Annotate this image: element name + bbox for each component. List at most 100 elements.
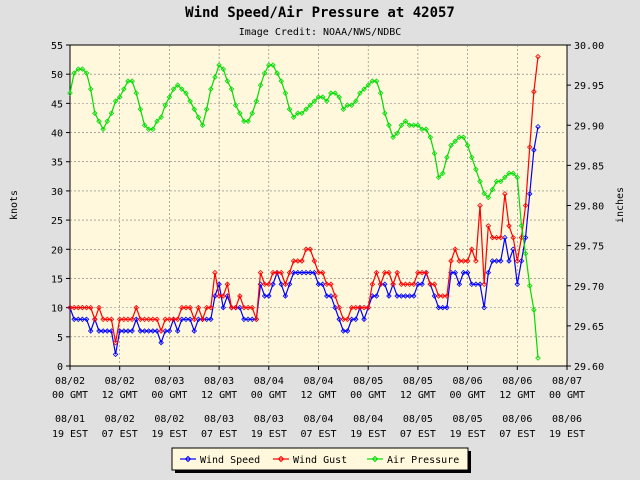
wind-gust-point bbox=[145, 316, 152, 323]
x-tick-gmt-date: 08/06 bbox=[502, 376, 532, 387]
wind-speed-point bbox=[439, 304, 446, 311]
legend-item-wind-speed: Wind Speed bbox=[180, 455, 260, 466]
air-pressure-point bbox=[448, 142, 454, 149]
wind-speed-point bbox=[266, 293, 272, 299]
wind-gust-point bbox=[100, 316, 106, 323]
wind-speed-point bbox=[166, 328, 173, 334]
air-pressure-point bbox=[415, 122, 421, 129]
wind-speed-point bbox=[485, 269, 492, 276]
wind-speed-point bbox=[303, 269, 309, 276]
wind-speed-point bbox=[125, 328, 131, 334]
air-pressure-point bbox=[390, 134, 396, 141]
x-tick-gmt-time: 12 GMT bbox=[201, 390, 237, 401]
wind-gust-point bbox=[435, 293, 442, 299]
air-pressure-point bbox=[191, 106, 198, 112]
air-pressure-point bbox=[382, 110, 388, 116]
air-pressure-point bbox=[150, 126, 156, 133]
wind-gust-point bbox=[87, 304, 94, 311]
wind-gust-point bbox=[481, 281, 487, 288]
x-tick-local-date: 08/03 bbox=[204, 414, 234, 425]
wind-gust-point bbox=[232, 304, 239, 311]
legend-label-wind-speed: Wind Speed bbox=[200, 455, 260, 466]
air-pressure-point bbox=[187, 98, 193, 104]
wind-gust-point bbox=[162, 316, 169, 323]
wind-speed-point bbox=[373, 293, 380, 299]
air-pressure-point bbox=[456, 134, 463, 141]
wind-gust-point bbox=[212, 269, 218, 276]
x-tick-gmt-date: 08/06 bbox=[453, 376, 483, 387]
wind-speed-point bbox=[112, 351, 119, 358]
wind-gust-point bbox=[270, 269, 276, 276]
wind-speed-point bbox=[531, 147, 537, 153]
x-tick-local-time: 07 EST bbox=[300, 429, 336, 440]
left-tick-label: 20 bbox=[51, 245, 63, 256]
air-pressure-point bbox=[464, 142, 471, 149]
wind-speed-point bbox=[100, 328, 106, 334]
air-pressure-point bbox=[332, 90, 338, 96]
wind-gust-point bbox=[456, 258, 463, 264]
wind-gust-point bbox=[535, 53, 541, 60]
wind-speed-point bbox=[452, 269, 458, 276]
wind-gust-point bbox=[510, 234, 516, 241]
wind-speed-point bbox=[145, 328, 152, 334]
wind-gust-point bbox=[108, 316, 115, 323]
legend-marker-wind-gust bbox=[277, 455, 285, 463]
x-tick-local-time: 19 EST bbox=[151, 429, 187, 440]
air-pressure-point bbox=[245, 118, 251, 125]
chart-title: Wind Speed/Air Pressure at 42057 bbox=[185, 5, 455, 21]
wind-gust-point bbox=[79, 304, 86, 311]
right-tick-label: 29.95 bbox=[574, 81, 604, 92]
right-tick-label: 29.75 bbox=[574, 242, 604, 253]
air-pressure-point bbox=[249, 110, 255, 116]
wind-gust-point bbox=[398, 281, 405, 288]
left-tick-label: 25 bbox=[51, 216, 63, 227]
series-wind-gust bbox=[67, 53, 541, 346]
x-tick-local-time: 07 EST bbox=[201, 429, 237, 440]
air-pressure-point bbox=[526, 282, 533, 289]
wind-speed-point bbox=[75, 316, 82, 323]
air-pressure-point bbox=[431, 150, 438, 157]
air-pressure-point bbox=[394, 130, 400, 137]
wind-gust-point bbox=[179, 304, 185, 311]
legend-shadow bbox=[468, 451, 471, 473]
wind-gust-point bbox=[531, 88, 537, 95]
wind-speed-point bbox=[522, 234, 529, 241]
wind-gust-point bbox=[245, 304, 251, 311]
wind-speed-point bbox=[307, 269, 313, 276]
air-pressure-point bbox=[278, 78, 284, 84]
air-pressure-point bbox=[87, 86, 94, 92]
right-axis-ticks: 29.60 29.65 29.70 29.75 29.80 29.85 29.90 29.95… bbox=[567, 41, 604, 373]
wind-speed-point bbox=[270, 281, 276, 288]
wind-speed-point bbox=[477, 281, 483, 288]
air-pressure-point bbox=[257, 82, 264, 88]
air-pressure-point bbox=[361, 86, 367, 92]
wind-gust-point bbox=[332, 293, 338, 299]
wind-gust-point bbox=[460, 258, 467, 264]
air-pressure-point bbox=[489, 186, 496, 193]
wind-speed-point bbox=[71, 316, 77, 323]
wind-gust-point bbox=[410, 281, 417, 288]
air-pressure-point bbox=[522, 250, 529, 257]
wind-gust-point bbox=[497, 234, 504, 241]
left-axis-ticks: 0 5 10 15 20 25 30 35 40 45 50 55 bbox=[51, 41, 70, 373]
legend-label-air-pressure: Air Pressure bbox=[387, 455, 459, 466]
air-pressure-point bbox=[468, 154, 475, 161]
wind-gust-point bbox=[328, 281, 334, 288]
wind-speed-point bbox=[406, 293, 413, 299]
air-pressure-point bbox=[427, 134, 434, 141]
air-pressure-point bbox=[295, 110, 301, 116]
air-pressure-point bbox=[340, 106, 347, 112]
wind-speed-point bbox=[286, 281, 293, 288]
air-pressure-point bbox=[477, 178, 483, 185]
wind-speed-point bbox=[174, 328, 181, 334]
air-pressure-point bbox=[67, 90, 73, 96]
wind-gust-point bbox=[158, 328, 164, 334]
air-pressure-point bbox=[485, 194, 492, 201]
air-pressure-point bbox=[357, 90, 363, 96]
wind-gust-point bbox=[427, 281, 434, 288]
wind-gust-line bbox=[70, 56, 539, 343]
air-pressure-point bbox=[179, 86, 185, 92]
wind-gust-point bbox=[406, 281, 413, 288]
air-pressure-point bbox=[174, 82, 181, 88]
wind-gust-point bbox=[224, 281, 231, 288]
